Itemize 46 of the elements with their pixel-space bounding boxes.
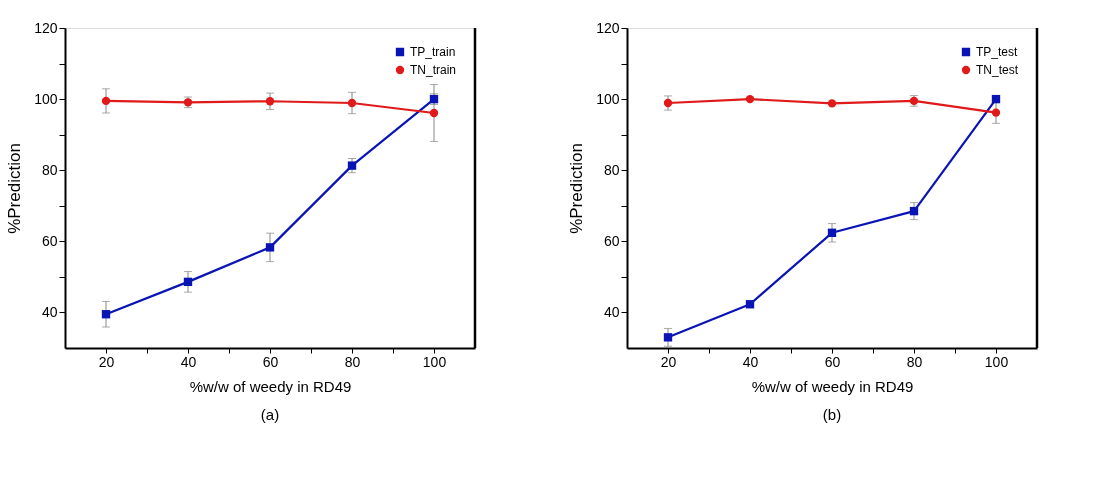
y-tick-label: 40 xyxy=(603,303,620,320)
point xyxy=(745,300,755,309)
point xyxy=(827,99,837,108)
point xyxy=(429,108,439,118)
text: (a) xyxy=(260,406,280,423)
point xyxy=(909,206,919,216)
x-axis-title: %w/w of weedy in RD49 xyxy=(751,377,914,395)
point xyxy=(183,277,193,287)
y-tick-label: 120 xyxy=(34,19,58,36)
x-axis-title: %w/w of weedy in RD49 xyxy=(189,377,352,395)
x-tick-label: 80 xyxy=(344,353,361,370)
x-tick-label: 20 xyxy=(98,353,115,370)
y-tick-label: 60 xyxy=(41,232,58,249)
point xyxy=(347,161,357,170)
y-axis-title: %Prediction xyxy=(567,143,587,234)
x-tick-label: 40 xyxy=(180,353,197,370)
x-tick-label: 40 xyxy=(742,353,759,370)
legend-label: TP_test xyxy=(976,45,1019,59)
text: (b) xyxy=(822,406,842,423)
x-tick-label: 60 xyxy=(824,353,841,370)
x-tick-label: 80 xyxy=(906,353,923,370)
point xyxy=(991,94,1001,104)
legend-label: TN_test xyxy=(976,63,1019,77)
y-tick-label: 120 xyxy=(596,19,620,36)
y-tick-label: 100 xyxy=(596,90,620,107)
y-tick-label: 40 xyxy=(41,303,58,320)
point xyxy=(827,228,837,237)
point xyxy=(101,310,111,319)
x-tick-label: 100 xyxy=(422,353,447,370)
y-tick-label: 80 xyxy=(41,161,58,178)
point xyxy=(347,98,357,108)
point xyxy=(745,94,755,104)
y-tick-label: 100 xyxy=(34,90,58,107)
x-tick-label: 60 xyxy=(262,353,279,370)
point xyxy=(265,243,275,252)
point xyxy=(663,333,673,342)
x-tick-label: 100 xyxy=(984,353,1009,370)
point xyxy=(101,96,111,106)
y-tick-label: 60 xyxy=(603,232,620,249)
y-axis-title: %Prediction xyxy=(5,143,25,234)
point xyxy=(265,97,275,106)
x-tick-label: 20 xyxy=(660,353,677,370)
point xyxy=(991,108,1001,117)
legend-label: TP_train xyxy=(410,45,456,59)
y-tick-label: 80 xyxy=(603,161,620,178)
legend-label: TN_train xyxy=(410,63,457,77)
